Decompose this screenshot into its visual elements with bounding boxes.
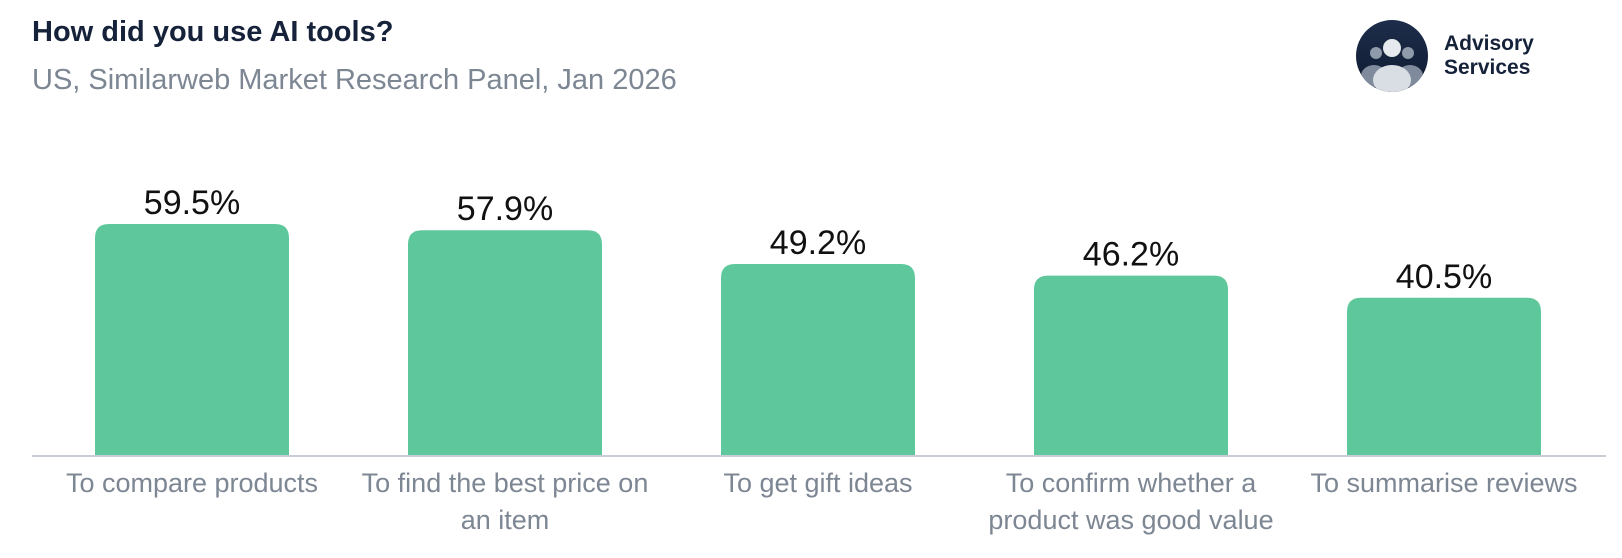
bar xyxy=(95,224,289,455)
brand-line-1: Advisory xyxy=(1444,32,1534,55)
bar xyxy=(721,263,915,455)
bar xyxy=(408,230,602,455)
data-label: 49.2% xyxy=(770,224,866,262)
category-tick-label: To summarise reviews xyxy=(1310,468,1578,498)
data-label: 59.5% xyxy=(144,184,240,222)
bar xyxy=(1347,297,1541,455)
category-tick-label: To compare products xyxy=(65,468,319,498)
category-tick-label: To get gift ideas xyxy=(723,468,913,498)
people-group-icon xyxy=(1356,20,1428,92)
bar xyxy=(1034,275,1228,455)
chart-title: How did you use AI tools? xyxy=(32,16,394,48)
data-label: 57.9% xyxy=(457,190,553,228)
data-label: 46.2% xyxy=(1083,236,1179,274)
category-tick-label: To confirm whether a product was good va… xyxy=(988,468,1274,535)
chart-subtitle: US, Similarweb Market Research Panel, Ja… xyxy=(32,64,677,96)
brand-line-2: Services xyxy=(1444,56,1531,79)
data-label: 40.5% xyxy=(1396,258,1492,296)
brand-badge: Advisory Services xyxy=(1356,20,1596,92)
brand-name: Advisory Services xyxy=(1444,32,1534,80)
category-tick-label: To find the best price on an item xyxy=(361,468,649,535)
